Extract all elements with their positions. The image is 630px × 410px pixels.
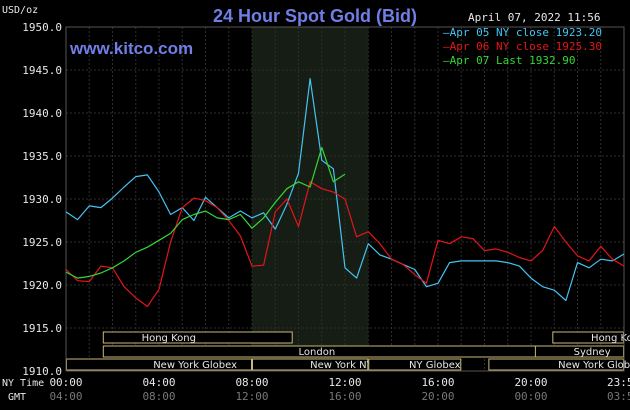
website-link[interactable]: www.kitco.com bbox=[70, 39, 194, 58]
y-tick-label: 1925.0 bbox=[22, 236, 62, 249]
x-tick-label-gmt: 04:00 bbox=[49, 390, 82, 403]
session-bar bbox=[368, 358, 462, 371]
session-label: Sydney bbox=[574, 347, 611, 358]
session-label: London bbox=[299, 347, 336, 358]
chart-timestamp: April 07, 2022 11:56 bbox=[468, 11, 601, 24]
y-tick-label: 1950.0 bbox=[22, 21, 62, 34]
x-tick-label: 08:00 bbox=[235, 376, 268, 389]
legend-apr06-swatch: – bbox=[443, 40, 450, 53]
y-tick-label: 1910.0 bbox=[22, 365, 62, 378]
series-line-apr07 bbox=[65, 146, 346, 279]
chart-title: 24 Hour Spot Gold (Bid) bbox=[213, 6, 417, 26]
session-label: New York Globex bbox=[558, 360, 630, 371]
session-bar bbox=[102, 331, 293, 344]
x-row2-label: GMT bbox=[8, 392, 26, 403]
y-tick-label: 1930.0 bbox=[22, 193, 62, 206]
session-label: Hong Kong bbox=[591, 333, 630, 344]
y-tick-label: 1920.0 bbox=[22, 279, 62, 292]
y-tick-label: 1945.0 bbox=[22, 64, 62, 77]
x-tick-label: 16:00 bbox=[421, 376, 454, 389]
session-label: New York NYMEX bbox=[310, 360, 395, 371]
session-label: New York Globex bbox=[153, 360, 237, 371]
legend-apr05-swatch: – bbox=[443, 26, 450, 39]
x-tick-label-gmt: 03:59 bbox=[607, 390, 630, 403]
series-line-apr06 bbox=[65, 181, 625, 308]
session-bar bbox=[252, 358, 369, 371]
series-line-apr05 bbox=[65, 77, 625, 302]
legend-apr05: –Apr 05 NY close 1923.20 bbox=[443, 26, 602, 39]
x-tick-label-gmt: 08:00 bbox=[142, 390, 175, 403]
x-tick-label: 23:59 bbox=[607, 376, 630, 389]
x-row1-label: NY Time bbox=[2, 378, 44, 389]
x-tick-label-gmt: 20:00 bbox=[421, 390, 454, 403]
y-axis-unit-label: USD/oz bbox=[2, 5, 39, 16]
x-tick-label: 04:00 bbox=[142, 376, 175, 389]
legend-apr07: –Apr 07 Last 1932.90 bbox=[443, 54, 575, 67]
x-tick-label-gmt: 16:00 bbox=[328, 390, 361, 403]
x-tick-label: 00:00 bbox=[49, 376, 82, 389]
session-label: NY Globex bbox=[409, 360, 461, 371]
legend-apr07-label: Apr 07 Last 1932.90 bbox=[449, 54, 576, 67]
legend-apr05-label: Apr 05 NY close 1923.20 bbox=[449, 26, 602, 39]
y-tick-label: 1940.0 bbox=[22, 107, 62, 120]
legend-apr06: –Apr 06 NY close 1925.30 bbox=[443, 40, 602, 53]
session-label: Hong Kong bbox=[142, 333, 196, 344]
plot-frame bbox=[65, 26, 625, 372]
x-tick-label: 20:00 bbox=[514, 376, 547, 389]
x-tick-label-gmt: 12:00 bbox=[235, 390, 268, 403]
legend-apr07-swatch: – bbox=[443, 54, 450, 67]
legend-apr06-label: Apr 06 NY close 1925.30 bbox=[449, 40, 602, 53]
x-tick-label-gmt: 00:00 bbox=[514, 390, 547, 403]
y-tick-label: 1935.0 bbox=[22, 150, 62, 163]
y-tick-label: 1915.0 bbox=[22, 322, 62, 335]
x-tick-label: 12:00 bbox=[328, 376, 361, 389]
